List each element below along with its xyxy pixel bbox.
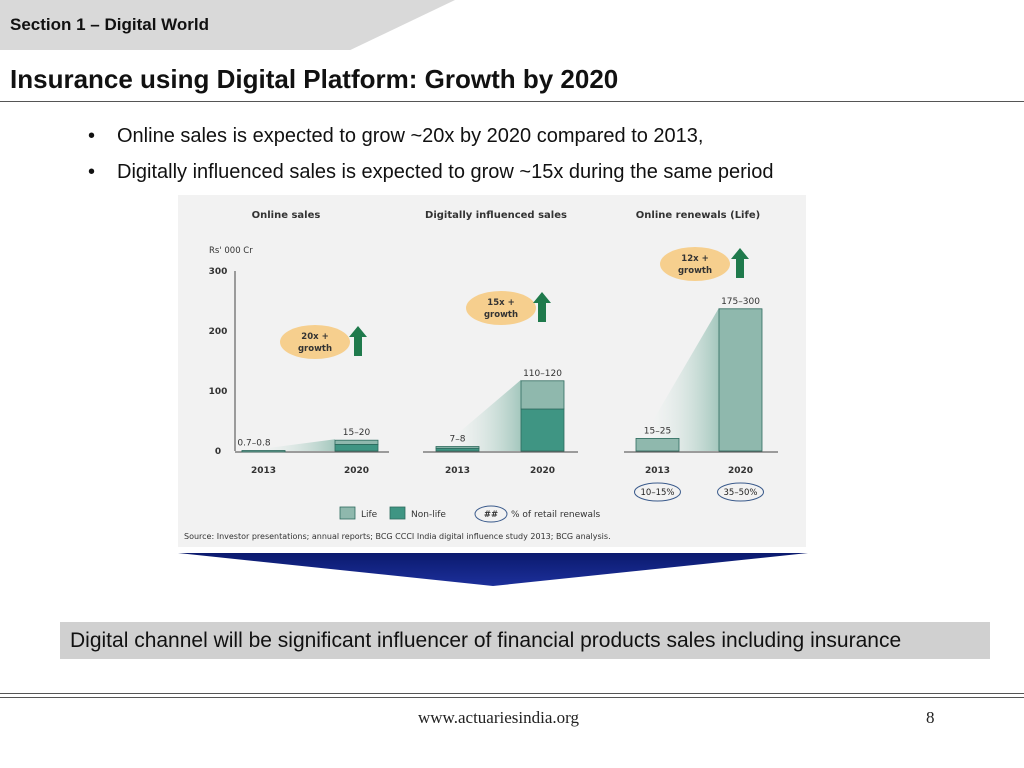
growth-up-arrow-icon xyxy=(533,292,551,322)
section-tab: Section 1 – Digital World xyxy=(0,0,455,50)
bullet-item: • Online sales is expected to grow ~20x … xyxy=(88,118,773,154)
growth-badge-label: 15x + xyxy=(487,298,514,308)
pct-ellipse xyxy=(634,482,681,502)
growth-badge-label: 20x + xyxy=(301,332,328,342)
bar-nonlife xyxy=(520,408,565,452)
growth-badge xyxy=(466,291,536,325)
growth-wedge xyxy=(248,439,335,451)
chart-panel: Rs' 000 Cr 0 100 200 300 Online sales 0.7–0.8 2… xyxy=(178,195,806,547)
bullet-text: Digitally influenced sales is expected t… xyxy=(117,161,774,183)
legend-nonlife-swatch xyxy=(389,506,406,520)
growth-badge-label: growth xyxy=(484,310,518,320)
bar-value-label: 15–25 xyxy=(644,426,671,436)
bar-life xyxy=(520,380,565,410)
legend-pct-ellipse xyxy=(474,505,508,523)
y-tick-label: 0 xyxy=(215,447,221,457)
y-tick-label: 100 xyxy=(209,387,228,397)
x-tick-label: 2013 xyxy=(645,466,670,476)
panel-title: Online sales xyxy=(252,210,321,221)
bullet-item: • Digitally influenced sales is expected… xyxy=(88,154,773,190)
panel-title: Online renewals (Life) xyxy=(636,210,760,221)
bar-value-label: 7–8 xyxy=(450,435,466,445)
legend-life-swatch xyxy=(339,506,356,520)
pct-label: 10–15% xyxy=(641,488,675,498)
bullet-marker: • xyxy=(88,125,96,147)
legend-pct-label: % of retail renewals xyxy=(511,510,601,520)
bar-value-label: 15–20 xyxy=(343,428,371,438)
growth-badge xyxy=(660,247,730,281)
bar-value-label: 175–300 xyxy=(721,297,760,307)
conclusion-banner: Digital channel will be significant infl… xyxy=(60,622,990,659)
legend-nonlife-label: Non-life xyxy=(411,510,446,520)
x-tick-label: 2020 xyxy=(728,466,753,476)
bar-life xyxy=(435,446,480,449)
bar-life xyxy=(635,437,680,452)
y-tick-label: 300 xyxy=(209,267,228,277)
growth-badge-label: growth xyxy=(298,344,332,354)
bar-life xyxy=(718,308,763,452)
panel-title: Digitally influenced sales xyxy=(425,210,567,221)
x-tick-label: 2020 xyxy=(344,466,369,476)
page-number: 8 xyxy=(926,708,935,727)
chart-source: Source: Investor presentations; annual r… xyxy=(184,532,611,541)
bar-nonlife xyxy=(435,447,480,452)
bar-life xyxy=(241,450,286,453)
pct-label: 35–50% xyxy=(724,488,758,498)
growth-badge xyxy=(280,325,350,359)
growth-up-arrow-icon xyxy=(349,326,367,356)
x-tick-label: 2020 xyxy=(530,466,555,476)
bar-value-label: 0.7–0.8 xyxy=(237,439,270,449)
x-tick-label: 2013 xyxy=(445,466,470,476)
x-tick-label: 2013 xyxy=(251,466,276,476)
bullet-list: • Online sales is expected to grow ~20x … xyxy=(88,118,773,190)
title-divider xyxy=(0,101,1024,102)
bar-nonlife xyxy=(334,443,379,452)
footer-divider xyxy=(0,697,1024,698)
growth-chart: Rs' 000 Cr 0 100 200 300 Online sales 0.7–0.8 2… xyxy=(184,210,778,541)
growth-wedge xyxy=(442,379,521,451)
legend-life-label: Life xyxy=(361,510,378,520)
pct-ellipse xyxy=(717,482,764,502)
growth-badge-label: 12x + xyxy=(681,254,708,264)
bullet-text: Online sales is expected to grow ~20x by… xyxy=(117,125,704,147)
legend-pct-marker: ## xyxy=(484,510,498,520)
growth-wedge xyxy=(642,307,719,451)
unit-label: Rs' 000 Cr xyxy=(209,246,253,256)
down-chevron-arrow xyxy=(178,553,808,586)
growth-badge-label: growth xyxy=(678,266,712,276)
growth-up-arrow-icon xyxy=(731,248,749,278)
bar-life xyxy=(334,439,379,445)
section-label: Section 1 – Digital World xyxy=(10,15,209,34)
footer-url: www.actuariesindia.org xyxy=(418,708,579,727)
slide-title: Insurance using Digital Platform: Growth… xyxy=(10,64,619,94)
y-tick-label: 200 xyxy=(209,327,228,337)
bullet-marker: • xyxy=(88,161,96,183)
footer-divider xyxy=(0,693,1024,694)
bar-value-label: 110–120 xyxy=(523,369,562,379)
